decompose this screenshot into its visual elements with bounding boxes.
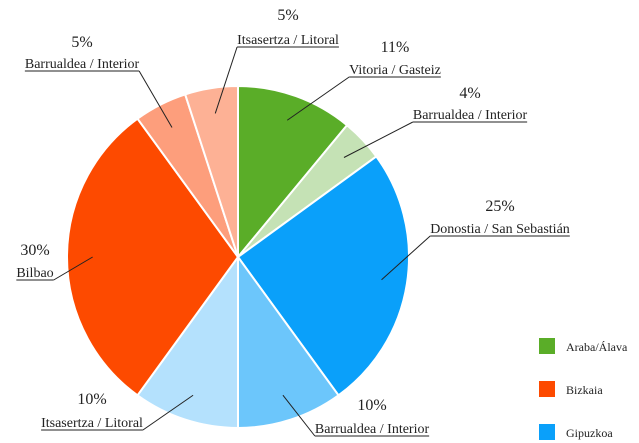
- leader-line: [138, 70, 173, 128]
- slice-label: Barrualdea / Interior: [25, 57, 140, 72]
- pie-slice: [237, 84, 349, 260]
- pie-slice: [237, 253, 340, 430]
- slice-percent: 11%: [381, 39, 410, 56]
- slice-percent: 25%: [485, 198, 514, 215]
- slice-percent: 5%: [277, 7, 298, 24]
- leader-line: [343, 121, 414, 158]
- legend-label: Gipuzkoa: [566, 426, 613, 440]
- slice-label: Itsasertza / Litoral: [237, 33, 339, 48]
- legend-swatch: [539, 381, 555, 397]
- legend-swatch: [539, 424, 555, 440]
- leader-line: [53, 256, 93, 281]
- pie-slice: [236, 155, 410, 397]
- legend-label: Bizkaia: [566, 383, 603, 397]
- leader-line: [142, 394, 194, 431]
- slice-label: Donostia / San Sebastián: [430, 222, 570, 237]
- legend-label: Araba/Álava: [566, 340, 628, 354]
- leader-line: [381, 235, 431, 281]
- pie-slice: [66, 117, 240, 397]
- slice-label: Barrualdea / Interior: [413, 108, 528, 123]
- pie-slice: [136, 253, 239, 430]
- slice-percent: 10%: [77, 391, 106, 408]
- leader-line: [282, 394, 316, 437]
- leader-line: [286, 76, 350, 121]
- legend-swatch: [539, 338, 555, 354]
- leader-line: [214, 46, 238, 114]
- slice-label: Barrualdea / Interior: [315, 422, 430, 437]
- slice-percent: 5%: [71, 34, 92, 51]
- slice-percent: 30%: [20, 242, 49, 259]
- slice-percent: 4%: [459, 85, 480, 102]
- slice-label: Vitoria / Gasteiz: [349, 63, 441, 78]
- slice-label: Bilbao: [16, 266, 53, 281]
- pie-slice: [183, 84, 239, 258]
- slice-percent: 10%: [357, 397, 386, 414]
- slice-label: Itsasertza / Litoral: [41, 416, 143, 431]
